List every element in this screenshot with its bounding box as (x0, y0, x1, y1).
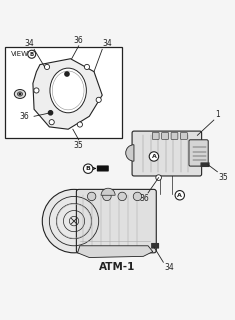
Text: ATM-1: ATM-1 (99, 262, 136, 272)
Text: VIEW: VIEW (11, 52, 29, 57)
FancyBboxPatch shape (180, 132, 187, 139)
Circle shape (42, 189, 106, 253)
Text: 34: 34 (24, 39, 34, 48)
FancyBboxPatch shape (97, 165, 109, 172)
Text: 35: 35 (74, 141, 84, 150)
Circle shape (175, 190, 184, 200)
FancyBboxPatch shape (200, 162, 210, 167)
Circle shape (77, 122, 82, 127)
Text: A: A (177, 193, 182, 198)
Circle shape (48, 111, 53, 115)
Wedge shape (126, 145, 134, 161)
Text: 36: 36 (140, 194, 149, 203)
FancyBboxPatch shape (171, 132, 178, 139)
Circle shape (19, 93, 21, 95)
Circle shape (84, 64, 90, 69)
FancyBboxPatch shape (76, 189, 156, 253)
Circle shape (118, 192, 126, 201)
Polygon shape (33, 59, 102, 129)
Circle shape (103, 192, 111, 201)
Circle shape (149, 152, 159, 161)
FancyBboxPatch shape (132, 131, 202, 176)
Text: A: A (152, 154, 156, 159)
Ellipse shape (14, 90, 26, 99)
FancyBboxPatch shape (162, 132, 168, 139)
FancyBboxPatch shape (152, 132, 159, 139)
Ellipse shape (17, 92, 23, 96)
Text: 1: 1 (215, 110, 220, 119)
Circle shape (49, 120, 54, 125)
Wedge shape (101, 188, 115, 195)
Circle shape (156, 175, 161, 180)
Text: B: B (30, 52, 34, 57)
Text: 36: 36 (20, 112, 30, 121)
Text: 35: 35 (218, 173, 228, 182)
Circle shape (83, 164, 93, 173)
Circle shape (44, 64, 50, 69)
Circle shape (96, 97, 101, 102)
Text: B: B (86, 166, 90, 171)
FancyBboxPatch shape (151, 243, 159, 249)
Text: 36: 36 (74, 36, 84, 44)
Ellipse shape (50, 68, 86, 113)
FancyBboxPatch shape (5, 47, 122, 138)
Circle shape (133, 192, 142, 201)
FancyBboxPatch shape (189, 140, 208, 166)
Text: 34: 34 (164, 263, 174, 272)
Circle shape (87, 192, 96, 201)
Polygon shape (78, 246, 153, 258)
Circle shape (34, 88, 39, 93)
Circle shape (65, 72, 69, 76)
Text: 34: 34 (102, 39, 112, 48)
